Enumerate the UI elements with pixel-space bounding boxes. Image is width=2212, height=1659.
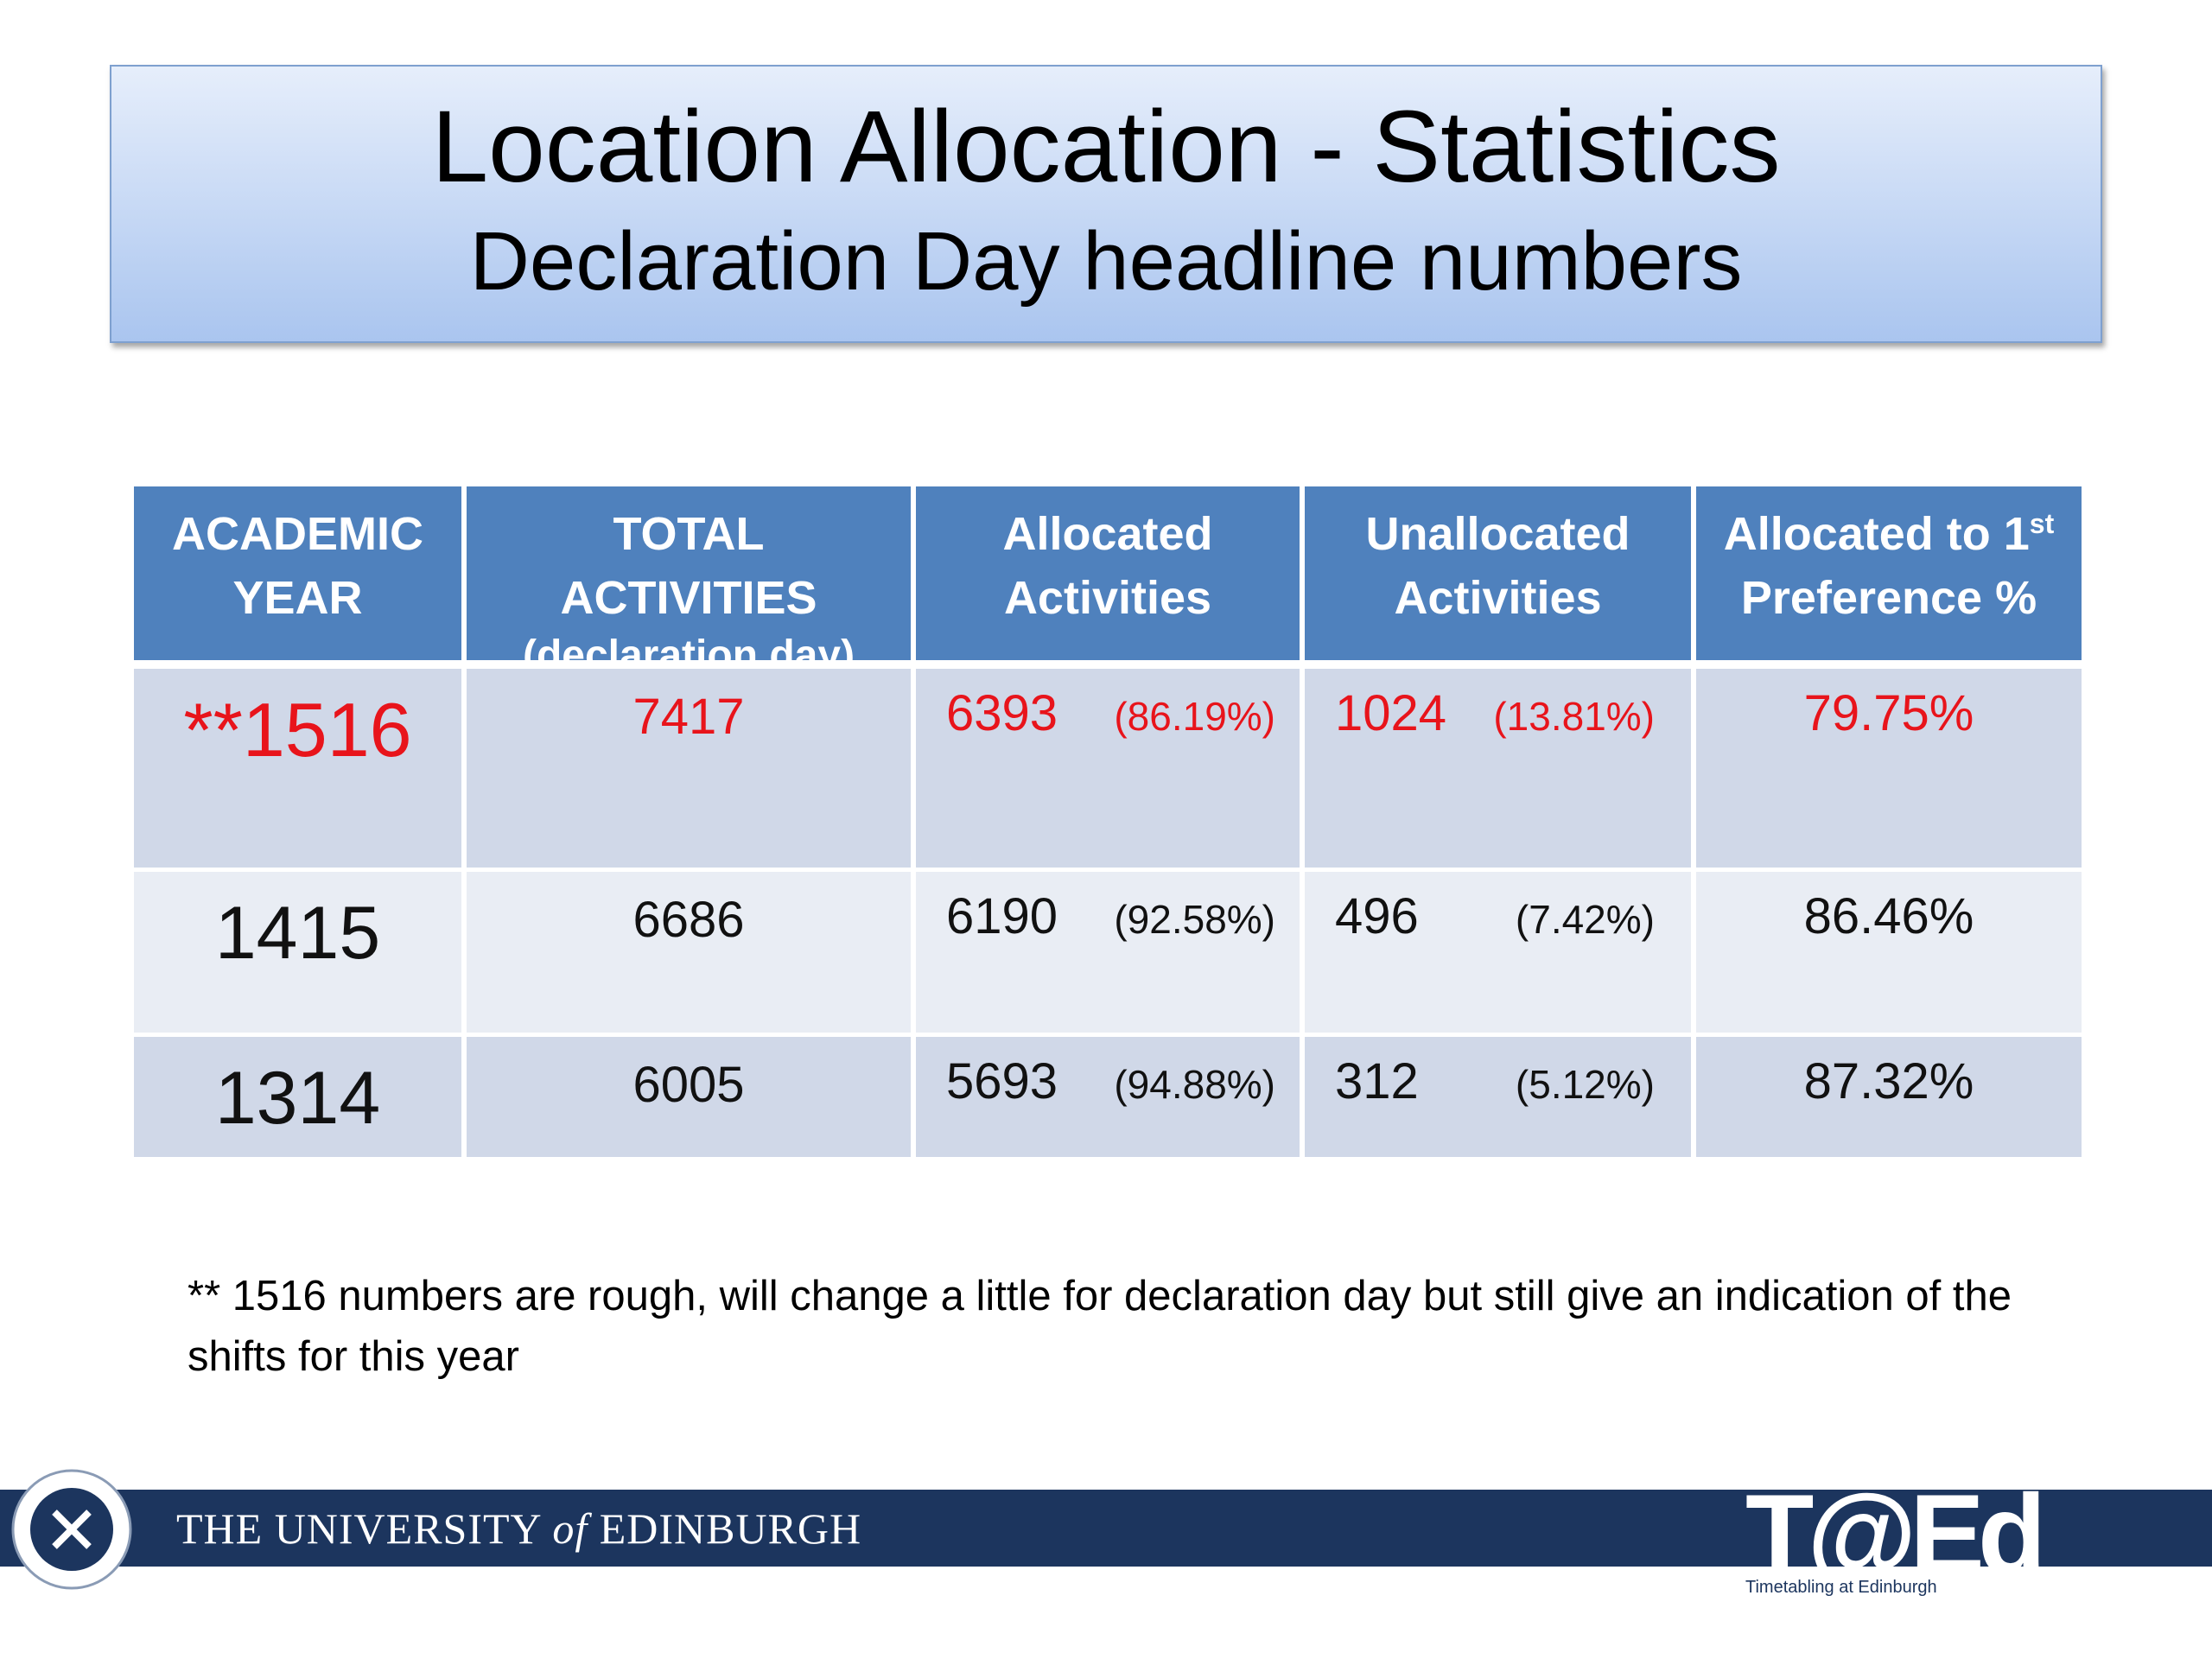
unallocated-pct: (13.81%) [1493, 694, 1655, 739]
header-cell: Allocated Activities [916, 486, 1300, 660]
allocated-count: 6393 [946, 685, 1058, 741]
preference: 86.46% [1803, 888, 1974, 944]
footnote: ** 1516 numbers are rough, will change a… [188, 1273, 2012, 1380]
allocated-cell: 5693 (94.88%) [916, 1037, 1300, 1157]
total-cell: 6686 [467, 872, 911, 1033]
allocated-count: 5693 [946, 1053, 1058, 1109]
logo: T@Ed [1745, 1471, 2046, 1597]
unallocated-cell: 1024 (13.81%) [1305, 669, 1691, 868]
header-cell: TOTAL ACTIVITIES (declaration day) [467, 486, 911, 678]
year-cell: **1516 [134, 669, 461, 868]
total: 7417 [632, 689, 745, 745]
total-cell: 7417 [467, 669, 911, 868]
allocated-pct: (94.88%) [1114, 1062, 1275, 1107]
header-text: TOTAL ACTIVITIES [560, 508, 817, 624]
year: **1516 [183, 687, 412, 772]
year-cell: 1415 [134, 872, 461, 1033]
year: 1415 [214, 892, 381, 975]
header-text: Allocated Activities [1002, 508, 1213, 624]
allocated-count: 6190 [946, 888, 1058, 944]
title-box: Location Allocation - Statistics Declara… [110, 65, 2102, 343]
preference-cell: 87.32% [1696, 1037, 2082, 1157]
allocated-cell: 6190 (92.58%) [916, 872, 1300, 1033]
subtitle: Declaration Day headline numbers [469, 215, 1743, 308]
university-name: THE UNIVERSITY of EDINBURGH [176, 1503, 861, 1554]
title: Location Allocation - Statistics [431, 90, 1781, 204]
unallocated-count: 496 [1335, 888, 1419, 944]
total: 6686 [632, 892, 745, 948]
allocated-pct: (92.58%) [1114, 897, 1275, 942]
header-sup: st [2029, 508, 2055, 539]
text: THE UNIVERSITY [176, 1504, 541, 1553]
allocated-cell: 6393 (86.19%) [916, 669, 1300, 868]
preference: 79.75% [1803, 685, 1974, 741]
header-text: Allocated to 1 [1723, 508, 2030, 560]
header-cell: Allocated to 1st Preference % [1696, 486, 2082, 660]
total: 6005 [632, 1057, 745, 1113]
header-text: ACADEMIC YEAR [172, 508, 423, 624]
unallocated-count: 1024 [1335, 685, 1447, 741]
preference-cell: 86.46% [1696, 872, 2082, 1033]
header-cell: Unallocated Activities [1305, 486, 1691, 660]
unallocated-pct: (5.12%) [1515, 1062, 1655, 1107]
total-cell: 6005 [467, 1037, 911, 1157]
year: 1314 [214, 1057, 381, 1140]
unallocated-pct: (7.42%) [1515, 897, 1655, 942]
university-seal [11, 1469, 132, 1590]
unallocated-cell: 312 (5.12%) [1305, 1037, 1691, 1157]
preference-cell: 79.75% [1696, 669, 2082, 868]
text: EDINBURGH [599, 1504, 862, 1553]
preference: 87.32% [1803, 1053, 1974, 1109]
unallocated-cell: 496 (7.42%) [1305, 872, 1691, 1033]
unallocated-count: 312 [1335, 1053, 1419, 1109]
header-text: Unallocated Activities [1365, 508, 1630, 624]
allocated-pct: (86.19%) [1114, 694, 1275, 739]
header-text: Preference % [1740, 572, 2037, 624]
year-cell: 1314 [134, 1037, 461, 1157]
text: of [552, 1504, 588, 1553]
footer-bar [0, 1490, 2212, 1567]
header-cell: ACADEMIC YEAR [134, 486, 461, 660]
logo-caption: Timetabling at Edinburgh [1745, 1578, 1937, 1597]
